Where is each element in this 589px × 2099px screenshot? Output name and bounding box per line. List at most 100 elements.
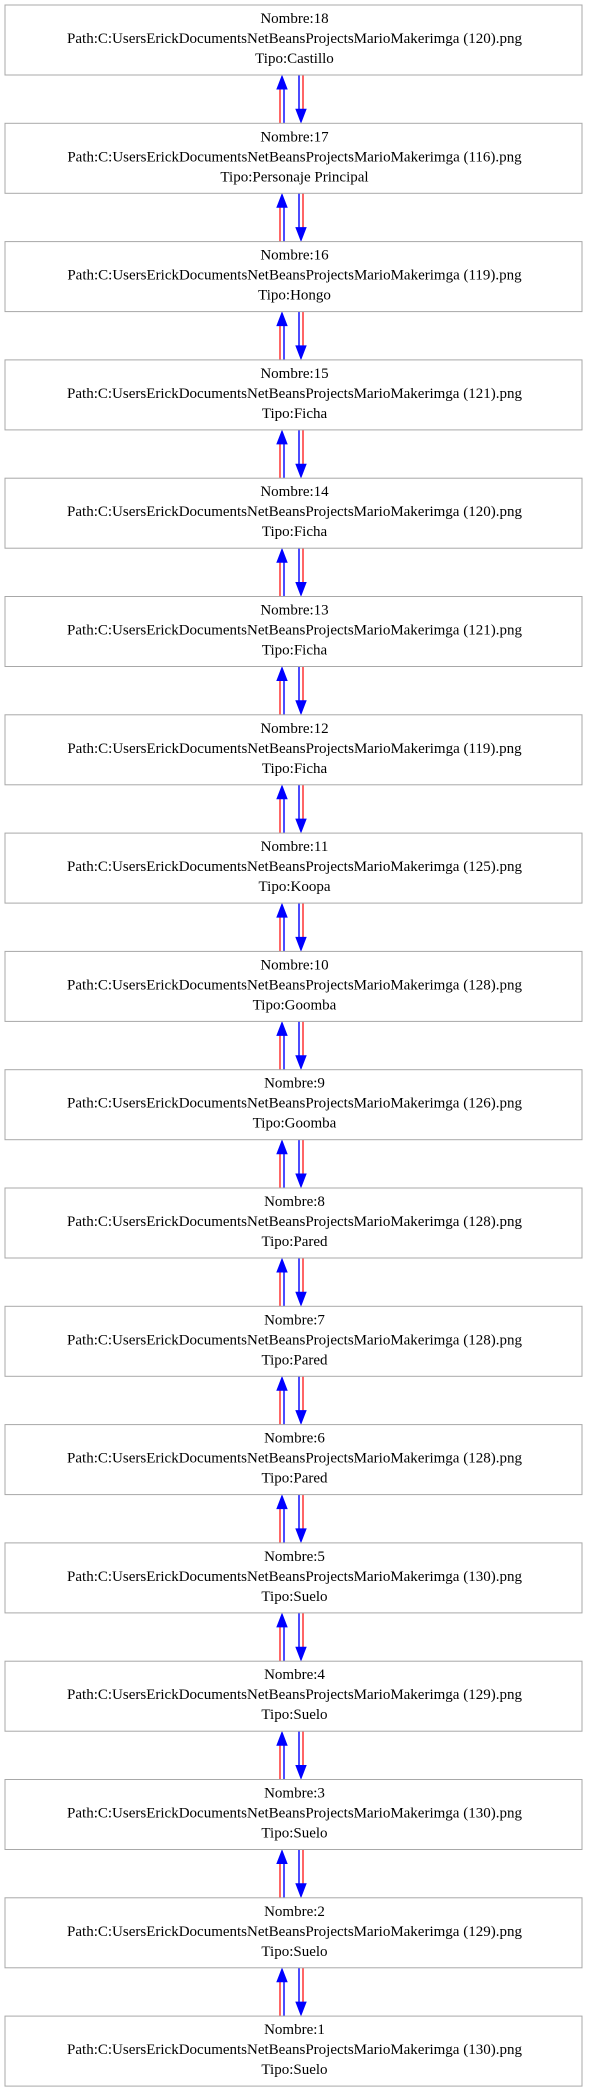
- node-nombre: Nombre:16: [260, 248, 329, 264]
- next-pointer-arrow: [296, 430, 306, 477]
- next-pointer-arrow: [296, 667, 306, 714]
- prev-pointer-arrow: [277, 1259, 287, 1306]
- prev-pointer-arrow: [277, 1377, 287, 1424]
- node-tipo: Tipo:Koopa: [259, 879, 331, 895]
- node-path: Path:C:UsersErickDocumentsNetBeansProjec…: [67, 1096, 522, 1112]
- list-node: Nombre:17 Path:C:UsersErickDocumentsNetBe…: [5, 123, 582, 193]
- node-path: Path:C:UsersErickDocumentsNetBeansProjec…: [67, 1451, 522, 1467]
- node-nombre: Nombre:7: [264, 1312, 325, 1328]
- next-pointer-arrow: [296, 75, 306, 122]
- node-tipo: Tipo:Ficha: [262, 643, 328, 659]
- node-path: Path:C:UsersErickDocumentsNetBeansProjec…: [67, 977, 522, 993]
- prev-pointer-arrow: [277, 1141, 287, 1188]
- next-pointer-arrow: [296, 1613, 306, 1660]
- node-path: Path:C:UsersErickDocumentsNetBeansProjec…: [67, 268, 522, 284]
- node-nombre: Nombre:12: [260, 721, 328, 737]
- next-pointer-arrow: [296, 903, 306, 950]
- list-node: Nombre:13 Path:C:UsersErickDocumentsNetBe…: [5, 597, 582, 667]
- list-node: Nombre:3 Path:C:UsersErickDocumentsNetBea…: [5, 1780, 582, 1850]
- node-tipo: Tipo:Suelo: [261, 1826, 327, 1842]
- node-path: Path:C:UsersErickDocumentsNetBeansProjec…: [67, 1924, 522, 1940]
- next-pointer-arrow: [296, 1495, 306, 1542]
- node-path: Path:C:UsersErickDocumentsNetBeansProjec…: [67, 504, 522, 520]
- prev-pointer-arrow: [277, 668, 287, 715]
- list-node: Nombre:16 Path:C:UsersErickDocumentsNetBe…: [5, 242, 582, 312]
- next-pointer-arrow: [296, 1731, 306, 1778]
- list-node: Nombre:10 Path:C:UsersErickDocumentsNetBe…: [5, 951, 582, 1021]
- node-tipo: Tipo:Goomba: [253, 1116, 337, 1132]
- node-path: Path:C:UsersErickDocumentsNetBeansProjec…: [67, 386, 522, 402]
- node-nombre: Nombre:14: [260, 484, 329, 500]
- node-tipo: Tipo:Pared: [261, 1234, 328, 1250]
- node-nombre: Nombre:11: [261, 839, 329, 855]
- next-pointer-arrow: [296, 1968, 306, 2015]
- prev-pointer-arrow: [277, 1614, 287, 1661]
- node-tipo: Tipo:Pared: [261, 1471, 328, 1487]
- list-node: Nombre:15 Path:C:UsersErickDocumentsNetBe…: [5, 360, 582, 430]
- node-tipo: Tipo:Pared: [261, 1352, 328, 1368]
- prev-pointer-arrow: [277, 1851, 287, 1898]
- node-path: Path:C:UsersErickDocumentsNetBeansProjec…: [67, 1806, 522, 1822]
- node-path: Path:C:UsersErickDocumentsNetBeansProjec…: [67, 2042, 522, 2058]
- list-node: Nombre:6 Path:C:UsersErickDocumentsNetBea…: [5, 1425, 582, 1495]
- node-tipo: Tipo:Personaje Principal: [220, 169, 368, 185]
- node-nombre: Nombre:3: [264, 1786, 325, 1802]
- prev-pointer-arrow: [277, 904, 287, 951]
- node-path: Path:C:UsersErickDocumentsNetBeansProjec…: [67, 623, 522, 639]
- list-node: Nombre:12 Path:C:UsersErickDocumentsNetBe…: [5, 715, 582, 785]
- next-pointer-arrow: [296, 1258, 306, 1305]
- node-tipo: Tipo:Hongo: [258, 288, 331, 304]
- prev-pointer-arrow: [277, 76, 287, 123]
- next-pointer-arrow: [296, 1376, 306, 1423]
- next-pointer-arrow: [296, 548, 306, 595]
- node-nombre: Nombre:15: [260, 366, 328, 382]
- next-pointer-arrow: [296, 785, 306, 832]
- list-node: Nombre:4 Path:C:UsersErickDocumentsNetBea…: [5, 1661, 582, 1731]
- list-node: Nombre:8 Path:C:UsersErickDocumentsNetBea…: [5, 1188, 582, 1258]
- prev-pointer-arrow: [277, 431, 287, 478]
- node-tipo: Tipo:Castillo: [255, 51, 334, 67]
- prev-pointer-arrow: [277, 313, 287, 360]
- next-pointer-arrow: [296, 1850, 306, 1897]
- prev-pointer-arrow: [277, 786, 287, 833]
- node-nombre: Nombre:18: [260, 11, 328, 27]
- list-node: Nombre:2 Path:C:UsersErickDocumentsNetBea…: [5, 1898, 582, 1968]
- prev-pointer-arrow: [277, 549, 287, 596]
- list-node: Nombre:11 Path:C:UsersErickDocumentsNetBe…: [5, 833, 582, 903]
- next-pointer-arrow: [296, 1140, 306, 1187]
- prev-pointer-arrow: [277, 1496, 287, 1543]
- node-tipo: Tipo:Suelo: [261, 2062, 327, 2078]
- list-node: Nombre:1 Path:C:UsersErickDocumentsNetBea…: [5, 2016, 582, 2086]
- node-nombre: Nombre:2: [264, 1904, 325, 1920]
- list-node: Nombre:7 Path:C:UsersErickDocumentsNetBea…: [5, 1306, 582, 1376]
- list-node: Nombre:14 Path:C:UsersErickDocumentsNetBe…: [5, 478, 582, 548]
- node-nombre: Nombre:9: [264, 1076, 325, 1092]
- node-tipo: Tipo:Goomba: [253, 997, 337, 1013]
- node-nombre: Nombre:10: [260, 957, 328, 973]
- list-node: Nombre:9 Path:C:UsersErickDocumentsNetBea…: [5, 1070, 582, 1140]
- node-tipo: Tipo:Ficha: [262, 761, 328, 777]
- list-node: Nombre:5 Path:C:UsersErickDocumentsNetBea…: [5, 1543, 582, 1613]
- node-path: Path:C:UsersErickDocumentsNetBeansProjec…: [67, 1687, 522, 1703]
- prev-pointer-arrow: [277, 1732, 287, 1779]
- node-path: Path:C:UsersErickDocumentsNetBeansProjec…: [67, 741, 522, 757]
- prev-pointer-arrow: [277, 194, 287, 241]
- node-tipo: Tipo:Ficha: [262, 406, 328, 422]
- node-nombre: Nombre:6: [264, 1431, 325, 1447]
- node-path: Path:C:UsersErickDocumentsNetBeansProjec…: [67, 1569, 522, 1585]
- prev-pointer-arrow: [277, 1969, 287, 2016]
- node-tipo: Tipo:Suelo: [261, 1589, 327, 1605]
- node-tipo: Tipo:Ficha: [262, 524, 328, 540]
- node-nombre: Nombre:4: [264, 1667, 325, 1683]
- node-nombre: Nombre:5: [264, 1549, 325, 1565]
- node-tipo: Tipo:Suelo: [261, 1707, 327, 1723]
- node-nombre: Nombre:17: [260, 129, 329, 145]
- node-nombre: Nombre:8: [264, 1194, 325, 1210]
- next-pointer-arrow: [296, 193, 306, 240]
- node-tipo: Tipo:Suelo: [261, 1944, 327, 1960]
- node-path: Path:C:UsersErickDocumentsNetBeansProjec…: [67, 1332, 522, 1348]
- node-path: Path:C:UsersErickDocumentsNetBeansProjec…: [67, 149, 522, 165]
- next-pointer-arrow: [296, 1021, 306, 1068]
- node-nombre: Nombre:1: [264, 2022, 325, 2038]
